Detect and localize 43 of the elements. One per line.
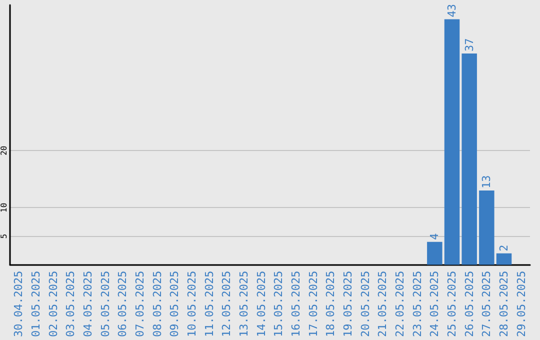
bar bbox=[427, 242, 442, 265]
x-tick-label: 17.05.2025 bbox=[306, 270, 320, 338]
x-tick-label: 14.05.2025 bbox=[254, 270, 268, 338]
x-tick-label: 08.05.2025 bbox=[150, 270, 164, 338]
bar bbox=[462, 54, 477, 265]
x-tick-label: 10.05.2025 bbox=[186, 270, 198, 338]
bar bbox=[444, 19, 460, 265]
x-tick-label: 28.05.2025 bbox=[498, 270, 510, 338]
x-tick-label: 06.05.2025 bbox=[116, 270, 130, 338]
x-tick-label: 01.05.2025 bbox=[30, 270, 42, 338]
x-tick-label: 11.05.2025 bbox=[202, 270, 216, 338]
x-tick-label: 24.05.2025 bbox=[428, 270, 442, 338]
y-tick-label: 5 bbox=[0, 234, 8, 239]
x-tick-label: 21.05.2025 bbox=[376, 270, 390, 338]
bar bbox=[479, 190, 494, 265]
data-label: 43 bbox=[446, 4, 458, 18]
data-label: 4 bbox=[428, 232, 442, 240]
x-tick-label: 30.04.2025 bbox=[12, 270, 26, 338]
x-tick-label: 25.05.2025 bbox=[446, 270, 458, 338]
x-tick-label: 13.05.2025 bbox=[238, 270, 250, 338]
x-tick-label: 23.05.2025 bbox=[410, 270, 424, 338]
data-label: 13 bbox=[480, 175, 494, 189]
x-tick-label: 19.05.2025 bbox=[342, 270, 354, 338]
bar bbox=[496, 253, 512, 265]
y-tick-label: 20 bbox=[0, 146, 8, 156]
x-tick-label: 04.05.2025 bbox=[82, 270, 94, 338]
x-tick-label: 18.05.2025 bbox=[324, 270, 338, 338]
x-tick-label: 12.05.2025 bbox=[220, 270, 234, 338]
x-tick-label: 07.05.2025 bbox=[134, 270, 146, 338]
data-label: 37 bbox=[462, 38, 476, 52]
x-tick-label: 26.05.2025 bbox=[462, 270, 476, 338]
y-tick-label: 10 bbox=[0, 202, 8, 212]
x-tick-label: 05.05.2025 bbox=[98, 270, 112, 338]
x-tick-label: 09.05.2025 bbox=[168, 270, 182, 338]
data-label: 2 bbox=[498, 244, 510, 252]
x-tick-label: 22.05.2025 bbox=[394, 270, 406, 338]
x-tick-label: 29.05.2025 bbox=[514, 270, 528, 338]
x-tick-label: 02.05.2025 bbox=[46, 270, 60, 338]
x-tick-label: 16.05.2025 bbox=[290, 270, 302, 338]
x-tick-label: 15.05.2025 bbox=[272, 270, 286, 338]
x-tick-label: 27.05.2025 bbox=[480, 270, 494, 338]
x-tick-label: 03.05.2025 bbox=[64, 270, 78, 338]
x-tick-label: 20.05.2025 bbox=[358, 270, 372, 338]
